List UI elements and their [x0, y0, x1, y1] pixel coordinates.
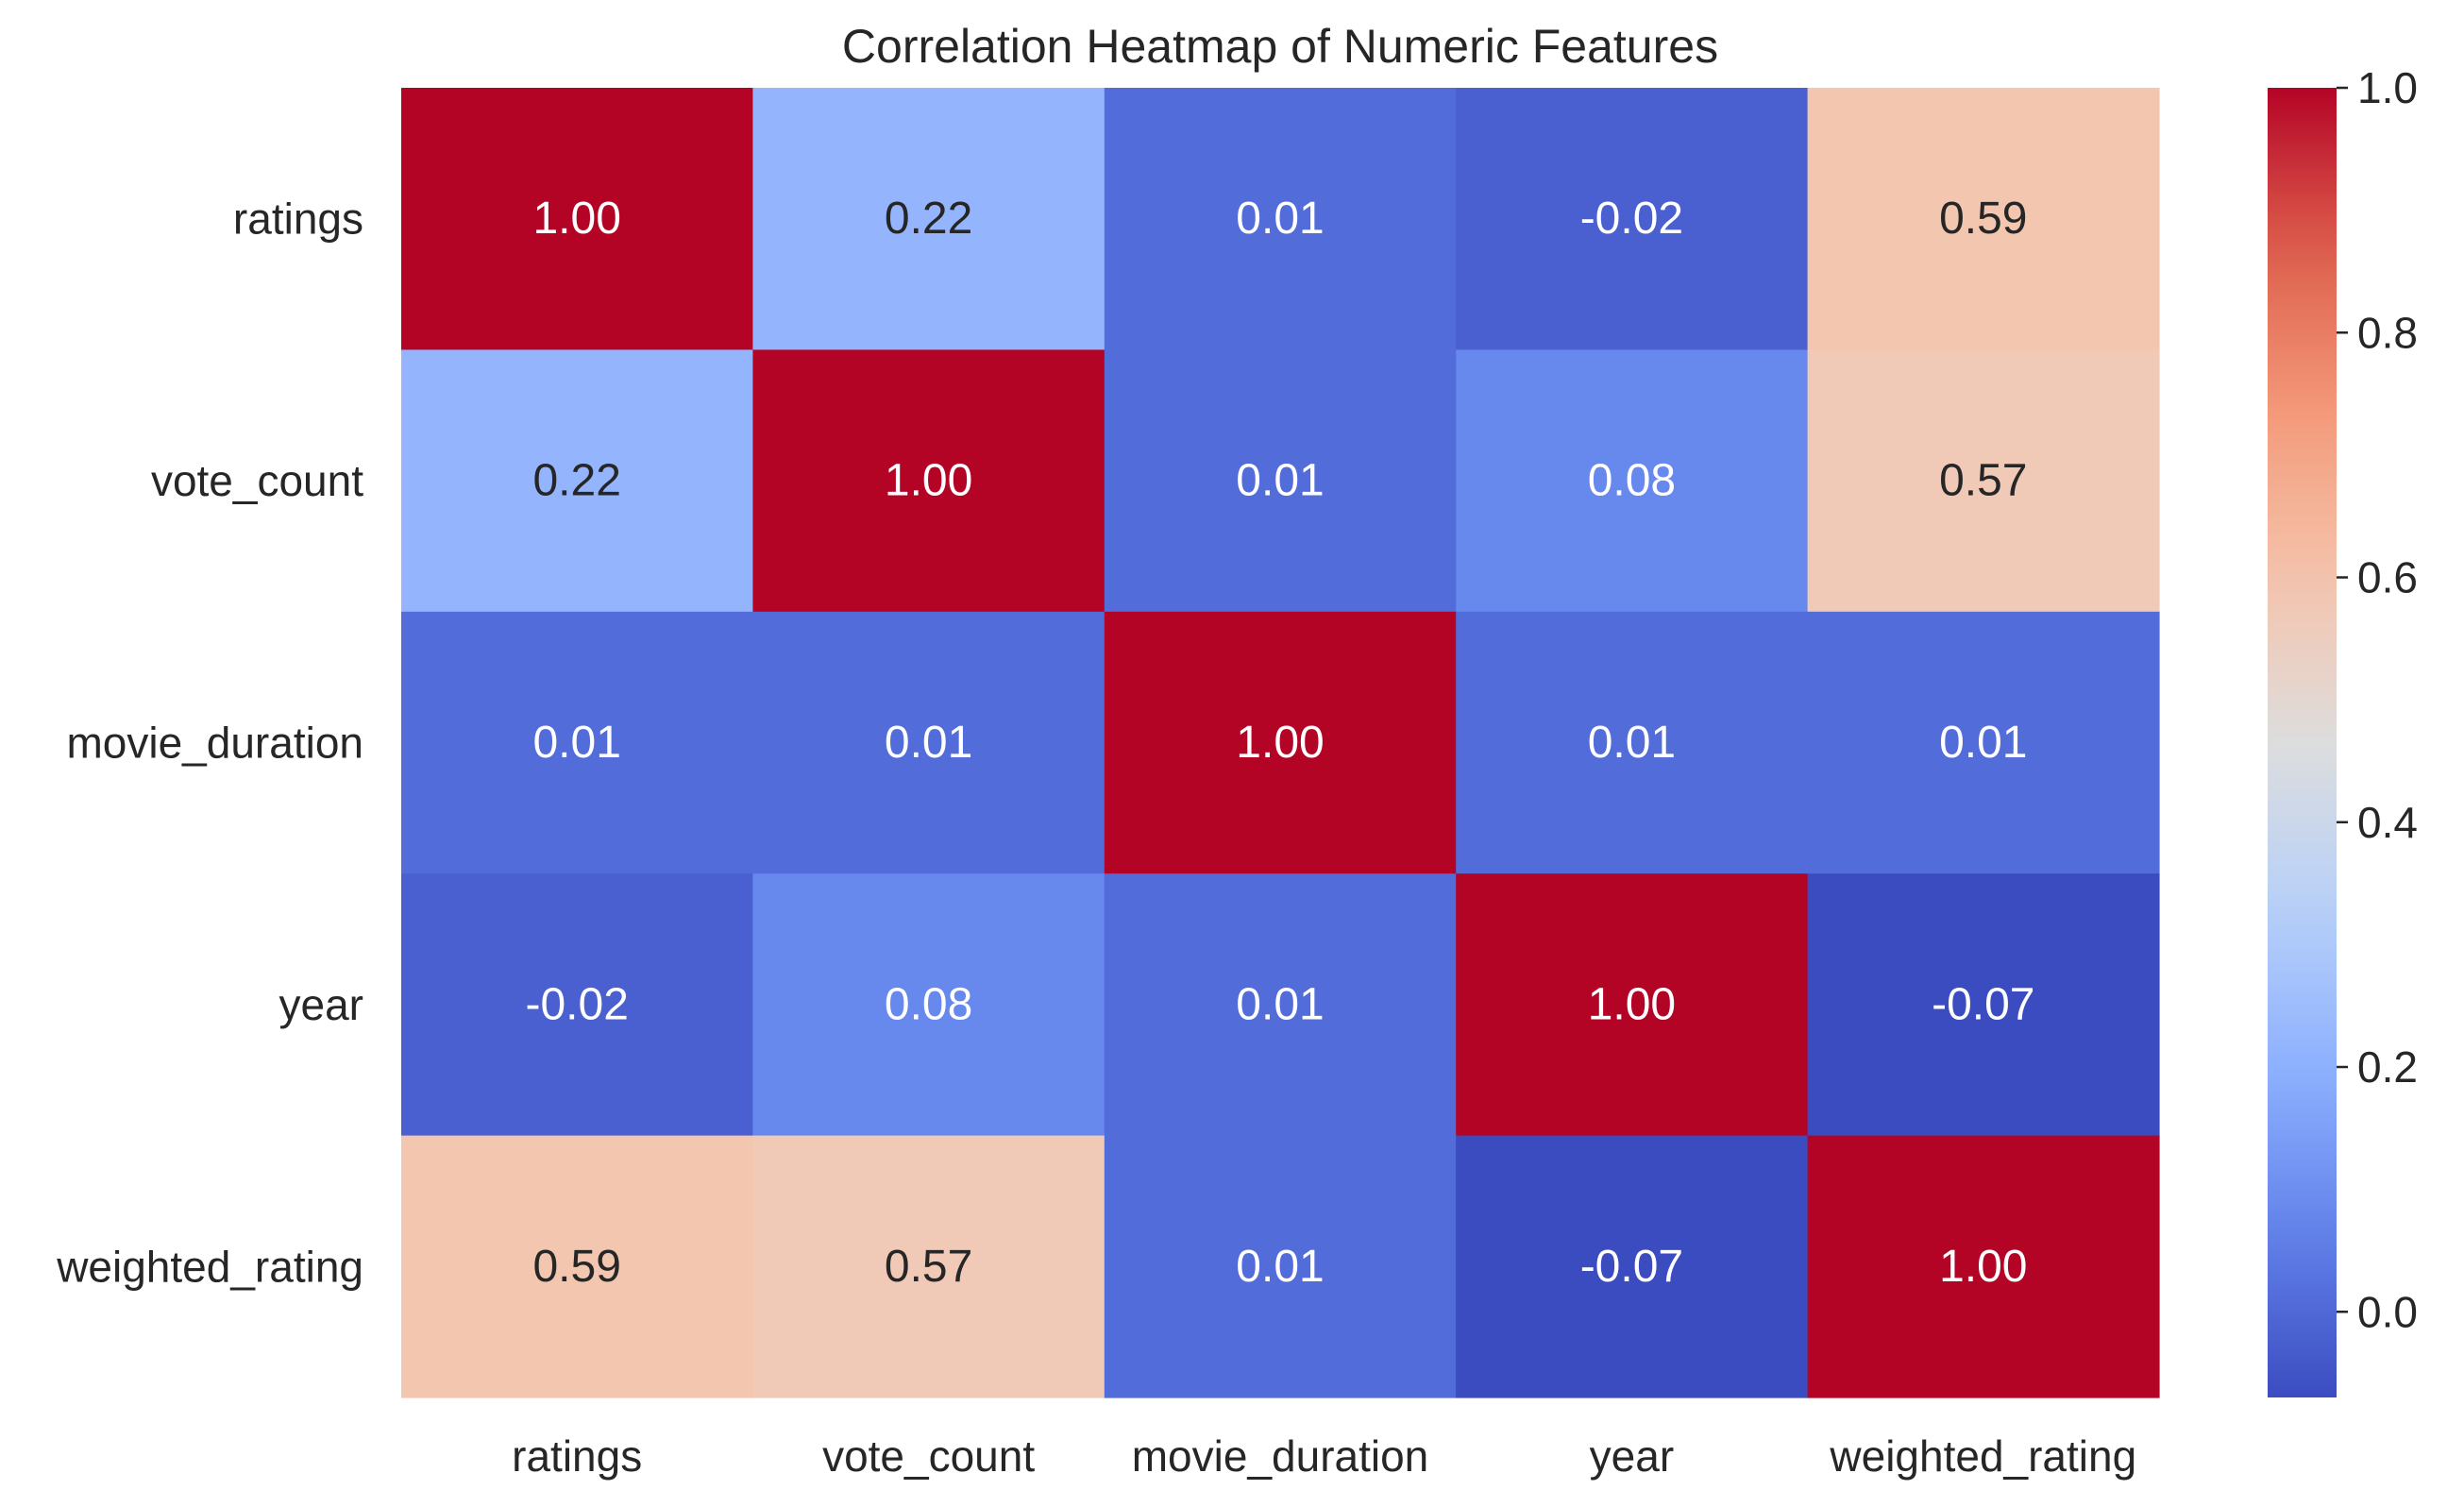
x-axis-tick-labels: ratings vote_count movie_duration year weigh…: [512, 1431, 2136, 1481]
heatmap-cell-movie_duration-vote_count: [752, 611, 1105, 874]
x-tick-label: vote_count: [822, 1431, 1035, 1481]
cell-value-label: 0.08: [885, 979, 972, 1029]
y-tick-label: vote_count: [151, 456, 363, 505]
cell-value-label: 1.00: [532, 194, 620, 244]
chart-title: Correlation Heatmap of Numeric Features: [842, 20, 1718, 73]
cell-value-label: 0.59: [1939, 194, 2027, 244]
colorbar-tick-label: 0.2: [2357, 1042, 2418, 1092]
y-tick-label: movie_duration: [66, 719, 363, 768]
cell-value-label: 0.01: [885, 718, 972, 768]
colorbar: 0.0 0.2 0.4 0.6 0.8 1.0: [2268, 63, 2418, 1397]
cell-value-label: 0.57: [885, 1242, 972, 1292]
heatmap-cell-year-year: [1456, 873, 1809, 1137]
heatmap-cell-movie_duration-year: [1456, 611, 1809, 874]
heatmap-cell-weighted_rating-ratings: [401, 1135, 753, 1398]
heatmap-cell-weighted_rating-vote_count: [752, 1135, 1105, 1398]
heatmap-cell-ratings-year: [1456, 88, 1809, 350]
cell-value-label: 0.01: [1236, 194, 1324, 244]
colorbar-tick-label: 0.6: [2357, 553, 2418, 602]
cell-value-label: 0.57: [1939, 456, 2027, 506]
cell-value-label: 0.01: [1588, 718, 1676, 768]
heatmap-cell-movie_duration-ratings: [401, 611, 753, 874]
y-tick-label: weighted_rating: [56, 1242, 363, 1291]
cell-value-label: -0.07: [1932, 979, 2034, 1029]
heatmap-cell-vote_count-ratings: [401, 349, 753, 613]
cell-value-label: -0.02: [525, 979, 628, 1029]
cell-value-label: 0.01: [1236, 1242, 1324, 1292]
colorbar-gradient: [2268, 88, 2337, 1397]
cell-value-label: -0.02: [1580, 194, 1683, 244]
heatmap-cell-ratings-movie_duration: [1104, 88, 1457, 350]
heatmap-cell-year-movie_duration: [1104, 873, 1457, 1137]
heatmap-cell-ratings-vote_count: [752, 88, 1105, 350]
heatmap-cell-ratings-ratings: [401, 88, 753, 350]
heatmap-cell-weighted_rating-year: [1456, 1135, 1809, 1398]
colorbar-tick-label: 0.4: [2357, 798, 2418, 847]
cell-value-label: 1.00: [1236, 718, 1324, 768]
cell-value-label: 0.01: [1939, 718, 2027, 768]
heatmap-cell-year-vote_count: [752, 873, 1105, 1137]
cell-value-label: 0.22: [532, 456, 620, 506]
cell-value-label: 0.01: [1236, 979, 1324, 1029]
x-tick-label: year: [1590, 1431, 1674, 1481]
cell-value-label: -0.07: [1580, 1242, 1683, 1292]
colorbar-tick-label: 0.8: [2357, 308, 2418, 357]
x-tick-label: weighted_rating: [1829, 1431, 2136, 1481]
heatmap-cell-movie_duration-movie_duration: [1104, 611, 1457, 874]
heatmap-cell-weighted_rating-movie_duration: [1104, 1135, 1457, 1398]
cell-value-label: 1.00: [1939, 1242, 2027, 1292]
x-tick-label: ratings: [512, 1431, 642, 1481]
heatmap-cell-vote_count-year: [1456, 349, 1809, 613]
cell-value-label: 1.00: [885, 456, 972, 506]
heatmap-cell-vote_count-movie_duration: [1104, 349, 1457, 613]
heatmap-cell-year-ratings: [401, 873, 753, 1137]
colorbar-tick-label: 0.0: [2357, 1287, 2418, 1336]
cell-value-label: 0.59: [532, 1242, 620, 1292]
y-tick-label: year: [279, 980, 363, 1029]
cell-value-label: 1.00: [1588, 979, 1676, 1029]
heatmap-cell-weighted_rating-weighted_rating: [1807, 1135, 2160, 1398]
cell-value-label: 0.01: [532, 718, 620, 768]
x-tick-label: movie_duration: [1132, 1431, 1429, 1481]
cell-value-label: 0.01: [1236, 456, 1324, 506]
cell-value-label: 0.08: [1588, 456, 1676, 506]
cell-value-label: 0.22: [885, 194, 972, 244]
heatmap-cell-year-weighted_rating: [1807, 873, 2160, 1137]
heatmap-cell-labels: 1.00 0.22 0.01 -0.02 0.59 0.22 1.00 0.01 0.08 0.5…: [525, 194, 2034, 1292]
heatmap-cell-vote_count-vote_count: [752, 349, 1105, 613]
heatmap-cell-ratings-weighted_rating: [1807, 88, 2160, 350]
colorbar-tick-label: 1.0: [2357, 63, 2418, 112]
heatmap-cell-vote_count-weighted_rating: [1807, 349, 2160, 613]
heatmap-cell-movie_duration-weighted_rating: [1807, 611, 2160, 874]
heatmap-cells: [401, 88, 2160, 1398]
y-tick-label: ratings: [233, 195, 363, 244]
